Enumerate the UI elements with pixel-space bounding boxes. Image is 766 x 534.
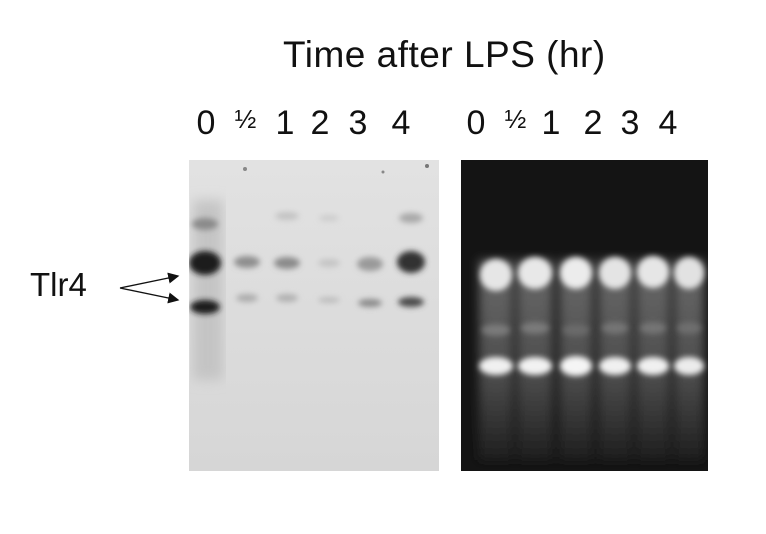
lane-label-right-half: ½: [504, 104, 527, 134]
lane-label-right-0: 0: [466, 104, 486, 142]
lane-label-left-2: 2: [310, 104, 330, 142]
lane-label-right-4: 4: [658, 104, 678, 142]
lane-label-left-4: 4: [391, 104, 411, 142]
lane-label-right-3: 3: [620, 104, 640, 142]
lane-label-right-2: 2: [583, 104, 603, 142]
lane-label-left-half: ½: [234, 104, 257, 134]
lane-label-right-1: 1: [541, 104, 561, 142]
lane-label-left-0: 0: [196, 104, 216, 142]
tlr4-band-label: Tlr4: [30, 266, 87, 303]
lane-label-left-3: 3: [348, 104, 368, 142]
northern-blot-image: [189, 160, 439, 471]
figure-title: Time after LPS (hr): [283, 34, 606, 75]
band-arrows-icon: [119, 272, 180, 304]
ethidium-gel-image: [461, 160, 708, 471]
lane-label-left-1: 1: [275, 104, 295, 142]
